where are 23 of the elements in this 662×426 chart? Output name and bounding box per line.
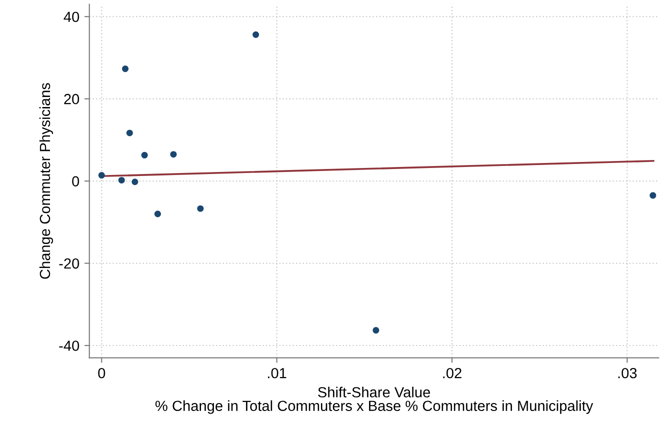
y-tick-label: -40: [59, 340, 80, 351]
point: [650, 192, 656, 199]
point: [252, 31, 260, 38]
y-tick-label: 40: [64, 12, 80, 22]
x-axis-title: Shift-Share Value % Change in Total Commuters x Base % Commuters in Municipality: [155, 386, 594, 414]
y-tick-label: -20: [59, 258, 80, 269]
x-tick-label: 0: [98, 368, 106, 378]
point: [132, 178, 138, 186]
y-tick-label: 0: [72, 176, 80, 186]
point: [372, 327, 380, 334]
x-tick-label: .03: [618, 368, 637, 378]
point: [170, 151, 177, 158]
point: [141, 152, 148, 158]
x-tick-label: .01: [268, 368, 286, 378]
point: [126, 130, 133, 136]
y-axis-title: Change Commuter Physicians: [39, 83, 54, 279]
point: [98, 172, 105, 179]
point: [122, 66, 129, 72]
point: [118, 176, 125, 184]
point: [197, 205, 204, 212]
point: [154, 210, 161, 218]
y-tick-label: 20: [64, 94, 80, 104]
x-tick-label: .02: [443, 368, 462, 378]
